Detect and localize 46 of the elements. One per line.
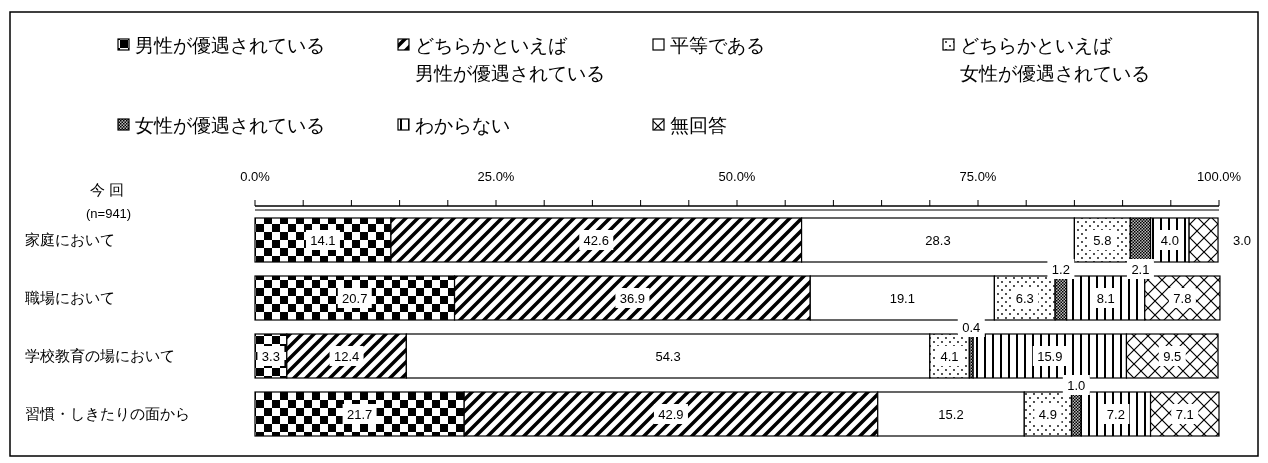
x-tick-label: 0.0% [240,169,271,184]
x-tick-label: 50.0% [718,169,756,184]
data-label: 14.1 [310,232,336,248]
data-label: 6.3 [1015,290,1034,306]
data-label: 1.2 [1051,261,1070,277]
legend-label: 平等である [670,34,765,56]
y-tick-label: 学校教育の場において [25,347,175,365]
data-label: 1.0 [1067,377,1086,393]
data-label: 3.3 [261,348,280,364]
y-tick-label: 職場において [25,289,115,307]
data-label: 4.9 [1038,406,1057,422]
legend-label: 女性が優遇されている [135,114,325,136]
data-label: 21.7 [346,406,373,422]
data-label: 42.9 [658,406,684,422]
data-label: 4.1 [940,348,959,364]
x-tick-label: 25.0% [477,169,515,184]
data-label: 54.3 [655,348,681,364]
data-label: 28.3 [925,232,951,248]
data-label: 42.6 [583,232,609,248]
data-label: 7.2 [1106,406,1125,422]
x-tick-label: 75.0% [959,169,997,184]
y-tick-label: 習慣・しきたりの面から [25,405,190,423]
data-label: 15.9 [1037,348,1063,364]
legend-label: わからない [415,114,510,136]
text: 今 回 [90,181,125,199]
text: (n=941) [86,205,132,221]
data-label: 12.4 [333,348,360,364]
data-label: 4.0 [1160,232,1179,248]
data-label: 9.5 [1163,348,1182,364]
data-label: 3.0 [1233,232,1252,248]
data-label: 20.7 [342,290,368,306]
data-label: 5.8 [1093,232,1112,248]
data-label: 15.2 [938,406,964,422]
legend-label: どちらかといえば女性が優遇されている [960,34,1150,84]
legend-label: 無回答 [670,114,727,136]
data-label: 0.4 [962,319,981,335]
data-label: 7.1 [1175,406,1194,422]
data-label: 19.1 [889,290,915,306]
x-tick-label: 100.0% [1196,169,1242,184]
data-label: 7.8 [1173,290,1192,306]
legend-label: 男性が優遇されている [135,34,325,56]
data-label: 2.1 [1131,261,1150,277]
y-tick-label: 家庭において [25,231,115,249]
data-label: 8.1 [1096,290,1115,306]
data-label: 36.9 [619,290,646,306]
legend-label: どちらかといえば男性が優遇されている [415,34,605,84]
